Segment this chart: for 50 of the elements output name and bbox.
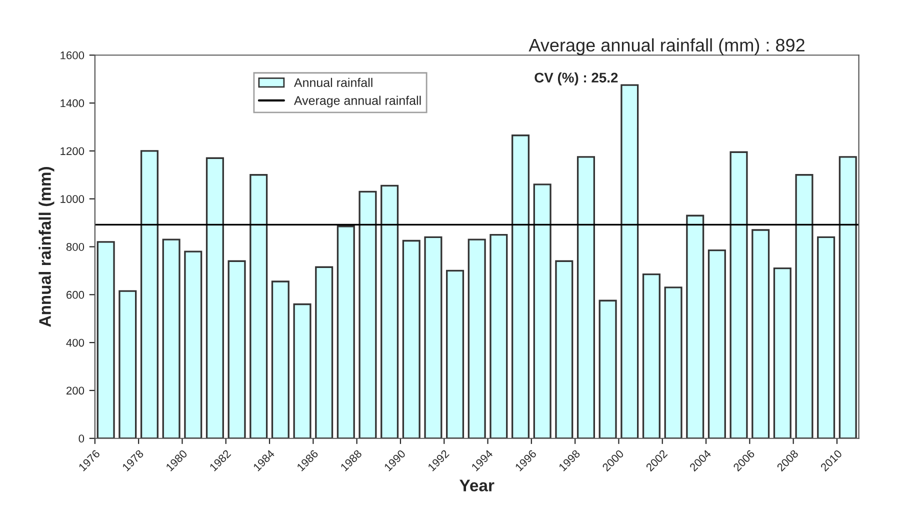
bar xyxy=(228,260,246,438)
bar xyxy=(752,229,770,438)
bar xyxy=(511,134,530,438)
bar xyxy=(686,214,704,438)
bar xyxy=(358,190,377,438)
bar xyxy=(336,226,355,438)
bar xyxy=(118,290,137,438)
bar xyxy=(642,273,660,438)
y-tick-label: 0 xyxy=(78,434,84,443)
y-tick-label: 1400 xyxy=(60,99,84,108)
bar xyxy=(817,236,836,438)
bar xyxy=(206,157,224,438)
bar xyxy=(598,300,617,438)
bar xyxy=(620,84,639,438)
bar xyxy=(380,184,399,438)
bar xyxy=(533,184,552,438)
y-tick-label: 200 xyxy=(66,386,84,395)
bar xyxy=(315,266,334,438)
legend-label: Average annual rainfall xyxy=(294,96,421,108)
bar xyxy=(468,238,486,438)
bar xyxy=(708,250,726,438)
bar xyxy=(140,150,158,438)
bar xyxy=(162,238,180,438)
annotation: CV (%) : 25.2 xyxy=(534,72,618,86)
text: Average annual rainfall (mm) : 892 xyxy=(528,38,804,56)
bar xyxy=(424,236,442,438)
bar xyxy=(184,250,202,438)
y-tick-label: 1200 xyxy=(60,147,84,156)
bar xyxy=(402,240,420,438)
x-axis-title: Year xyxy=(460,480,494,492)
bar xyxy=(250,174,268,438)
bar xyxy=(773,267,792,438)
y-tick-label: 1600 xyxy=(60,51,84,60)
y-tick-label: 400 xyxy=(66,338,84,347)
bar xyxy=(446,270,464,438)
bar xyxy=(838,156,857,438)
legend-label: Annual rainfall xyxy=(294,78,372,88)
bar xyxy=(795,174,814,438)
bar xyxy=(293,303,312,438)
bar xyxy=(664,286,682,438)
bar xyxy=(96,241,115,438)
bar xyxy=(576,156,596,438)
y-tick-label: 800 xyxy=(66,243,84,251)
bar xyxy=(490,234,508,438)
y-axis-title: Annual rainfall (mm) xyxy=(38,167,54,327)
y-tick-label: 600 xyxy=(66,290,84,299)
y-tick-label: 1000 xyxy=(60,195,84,203)
bar xyxy=(555,260,574,438)
bar xyxy=(730,151,748,438)
bar xyxy=(271,280,290,438)
